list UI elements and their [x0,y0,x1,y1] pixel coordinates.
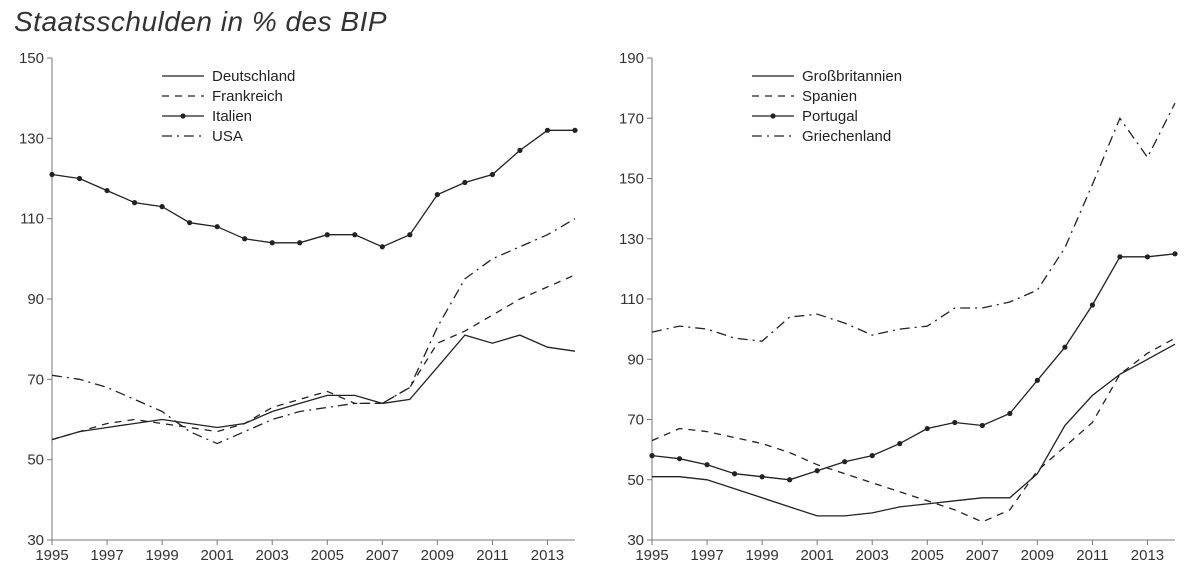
y-tick-label: 110 [620,291,644,308]
marker-it [352,232,357,237]
marker-it [104,188,109,193]
marker-it [490,172,495,177]
marker-pt [897,441,902,446]
y-tick-label: 70 [27,371,44,388]
marker-pt [870,453,875,458]
y-tick-label: 50 [27,452,44,469]
marker-pt [1117,254,1122,259]
y-tick-label: 170 [619,110,644,127]
marker-it [270,240,275,245]
marker-it [77,176,82,181]
y-tick-label: 190 [619,50,644,67]
series-us [52,219,575,444]
marker-pt [1035,378,1040,383]
x-tick-label: 1995 [635,547,668,564]
x-tick-label: 2003 [256,547,289,564]
marker-it [132,200,137,205]
series-de [52,335,575,440]
chart-svg-right: 3050709011013015017019019951997199920012… [600,50,1187,570]
x-tick-label: 2005 [911,547,944,564]
axis-frame [52,58,575,540]
x-tick-label: 2011 [1076,547,1108,564]
x-tick-label: 1999 [745,547,778,564]
y-tick-label: 150 [19,50,44,67]
marker-pt [1062,345,1067,350]
marker-it [215,224,220,229]
chart-svg-left: 3050709011013015019951997199920012003200… [0,50,587,570]
marker-it [160,204,165,209]
marker-it [407,232,412,237]
marker-it [187,220,192,225]
y-tick-label: 70 [627,412,644,429]
marker-pt [732,471,737,476]
marker-pt [1007,411,1012,416]
series-fr [52,275,575,440]
marker-it [545,128,550,133]
x-tick-label: 2007 [366,547,399,564]
marker-it [517,148,522,153]
marker-it [380,244,385,249]
y-tick-label: 130 [619,231,644,248]
legend-label-us: USA [212,128,243,145]
marker-pt [925,426,930,431]
marker-pt [842,459,847,464]
chart-panels: 3050709011013015019951997199920012003200… [0,50,1200,580]
legend-label-de: Deutschland [212,68,295,85]
chart-panel-left: 3050709011013015019951997199920012003200… [0,50,600,580]
x-tick-label: 2005 [311,547,344,564]
y-tick-label: 90 [27,291,44,308]
chart-title: Staatsschulden in % des BIP [14,6,387,38]
marker-it [49,172,54,177]
y-tick-label: 110 [20,211,44,228]
marker-pt [677,456,682,461]
series-pt [652,254,1175,480]
y-tick-label: 150 [619,171,644,188]
x-tick-label: 1999 [145,547,178,564]
marker-it [462,180,467,185]
x-tick-label: 2001 [800,547,833,564]
x-tick-label: 2001 [200,547,233,564]
x-tick-label: 2007 [966,547,999,564]
marker-pt [1145,254,1150,259]
x-tick-label: 1997 [690,547,723,564]
legend-label-pt: Portugal [802,108,858,125]
legend-label-uk: Großbritannien [802,68,902,85]
y-tick-label: 130 [19,130,44,147]
legend-label-it: Italien [212,108,252,125]
marker-it [435,192,440,197]
x-tick-label: 2009 [1021,547,1054,564]
marker-pt [649,453,654,458]
legend-label-gr: Griechenland [802,128,891,145]
x-tick-label: 2013 [531,547,564,564]
marker-pt [980,423,985,428]
marker-it [325,232,330,237]
x-tick-label: 1997 [90,547,123,564]
x-tick-label: 2011 [476,547,508,564]
chart-panel-right: 3050709011013015017019019951997199920012… [600,50,1200,580]
marker-pt [815,468,820,473]
x-tick-label: 2009 [421,547,454,564]
y-tick-label: 90 [627,351,644,368]
legend-marker-pt [770,113,775,118]
series-es [652,338,1175,522]
series-gr [652,103,1175,341]
marker-it [297,240,302,245]
marker-it [572,128,577,133]
x-tick-label: 2003 [856,547,889,564]
marker-pt [952,420,957,425]
legend-label-fr: Frankreich [212,88,283,105]
marker-it [242,236,247,241]
y-tick-label: 50 [627,472,644,489]
marker-pt [704,462,709,467]
marker-pt [1172,251,1177,256]
legend-label-es: Spanien [802,88,857,105]
x-tick-label: 2013 [1131,547,1164,564]
marker-pt [787,477,792,482]
marker-pt [760,474,765,479]
series-it [52,130,575,247]
series-uk [652,344,1175,516]
x-tick-label: 1995 [35,547,68,564]
legend-marker-it [180,113,185,118]
marker-pt [1090,302,1095,307]
